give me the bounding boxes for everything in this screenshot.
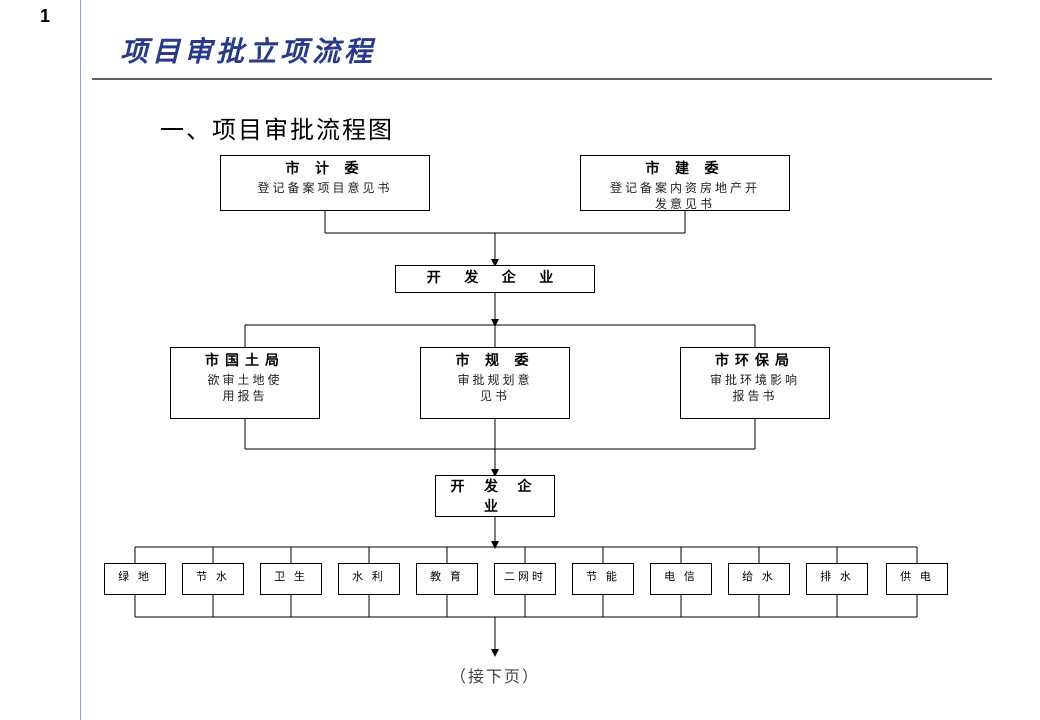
- node-planning-committee: 市 计 委 登记备案项目意见书: [220, 155, 430, 211]
- mini-label: 教 育: [430, 571, 464, 583]
- mini-label: 排 水: [820, 571, 854, 583]
- node-developer-1: 开 发 企 业: [395, 265, 595, 293]
- node-body-line1: 审批规划意: [421, 372, 569, 389]
- node-heading-line1: 开 发 企: [436, 478, 554, 498]
- mini-label: 水 利: [352, 571, 386, 583]
- mini-label: 节 水: [196, 571, 230, 583]
- node-body-line1: 登记备案内资房地产开: [581, 180, 789, 197]
- node-dept-misc: 二网时: [494, 563, 556, 595]
- node-dept-power-supply: 供 电: [886, 563, 948, 595]
- node-body-line2: 见书: [421, 388, 569, 405]
- mini-label: 电 信: [664, 571, 698, 583]
- node-body-line1: 审批环境影响: [681, 372, 829, 389]
- node-heading: 市环保局: [681, 352, 829, 372]
- node-dept-telecom: 电 信: [650, 563, 712, 595]
- node-land-bureau: 市国土局 欲审土地使 用报告: [170, 347, 320, 419]
- node-heading: 市国土局: [171, 352, 319, 372]
- node-dept-sanitation: 卫 生: [260, 563, 322, 595]
- node-dept-water-supply: 给 水: [728, 563, 790, 595]
- node-heading: 市 计 委: [221, 160, 429, 180]
- section-subtitle: 一、项目审批流程图: [160, 110, 394, 145]
- node-planning-bureau: 市 规 委 审批规划意 见书: [420, 347, 570, 419]
- node-body-line2: 报告书: [681, 388, 829, 405]
- mini-label: 绿 地: [118, 571, 152, 583]
- page-number: 1: [40, 6, 50, 27]
- node-heading-line2: 业: [436, 498, 554, 518]
- node-heading: 市 建 委: [581, 160, 789, 180]
- node-dept-energy-save: 节 能: [572, 563, 634, 595]
- left-margin-rule: [80, 0, 81, 720]
- node-body-line2: 用报告: [171, 388, 319, 405]
- node-heading: 开 发 企 业: [396, 269, 594, 289]
- node-dept-water-save: 节 水: [182, 563, 244, 595]
- node-dept-drainage: 排 水: [806, 563, 868, 595]
- flowchart-connectors: [90, 155, 1000, 695]
- page-title: 项目审批立项流程: [120, 30, 376, 70]
- node-dept-water-resources: 水 利: [338, 563, 400, 595]
- mini-label: 二网时: [504, 571, 546, 583]
- node-env-bureau: 市环保局 审批环境影响 报告书: [680, 347, 830, 419]
- continuation-label: （接下页）: [450, 663, 540, 687]
- node-dept-education: 教 育: [416, 563, 478, 595]
- title-underline: [92, 78, 992, 80]
- node-body: 登记备案项目意见书: [221, 180, 429, 197]
- node-body-line2: 发意见书: [581, 196, 789, 213]
- mini-label: 节 能: [586, 571, 620, 583]
- mini-label: 卫 生: [274, 571, 308, 583]
- node-construction-committee: 市 建 委 登记备案内资房地产开 发意见书: [580, 155, 790, 211]
- node-dept-greenland: 绿 地: [104, 563, 166, 595]
- node-body-line1: 欲审土地使: [171, 372, 319, 389]
- node-heading: 市 规 委: [421, 352, 569, 372]
- flowchart: 市 计 委 登记备案项目意见书 市 建 委 登记备案内资房地产开 发意见书 开 …: [90, 155, 1000, 695]
- mini-label: 供 电: [900, 571, 934, 583]
- node-developer-2: 开 发 企 业: [435, 475, 555, 517]
- mini-label: 给 水: [742, 571, 776, 583]
